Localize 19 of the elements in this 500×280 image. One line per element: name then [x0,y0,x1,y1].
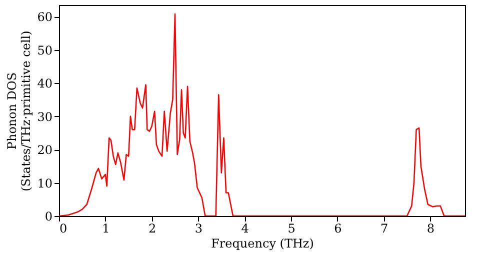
x-tick-label: 0 [60,222,68,236]
x-tick-label: 3 [194,222,203,236]
line-series [59,13,465,216]
x-tick-label: 5 [288,222,296,236]
y-tick-label: 60 [37,10,52,24]
y-tick-label: 50 [37,43,52,58]
x-tick-label: 4 [241,222,250,236]
y-tick-label: 20 [37,143,52,158]
y-tick-label: 10 [37,176,52,190]
y-tick-label: 40 [37,76,52,91]
x-tick-label: 6 [334,222,342,236]
y-tick-label: 0 [44,210,52,224]
x-tick-label: 2 [148,222,156,236]
x-axis-title: Frequency (THz) [211,236,314,250]
y-axis-title: Phonon DOS (States/THz·primitive cell) [5,30,34,192]
x-tick-label: 7 [380,222,388,236]
x-tick-label: 1 [102,222,110,236]
y-tick-label: 30 [37,110,52,124]
x-tick-label: 8 [426,222,435,236]
